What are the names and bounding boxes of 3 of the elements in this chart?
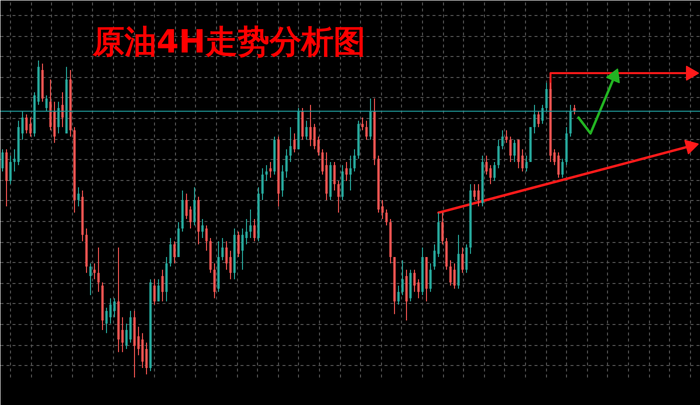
candlestick: [505, 130, 508, 144]
candlestick: [93, 262, 96, 280]
chart-title: 原油4H走势分析图: [92, 22, 366, 60]
